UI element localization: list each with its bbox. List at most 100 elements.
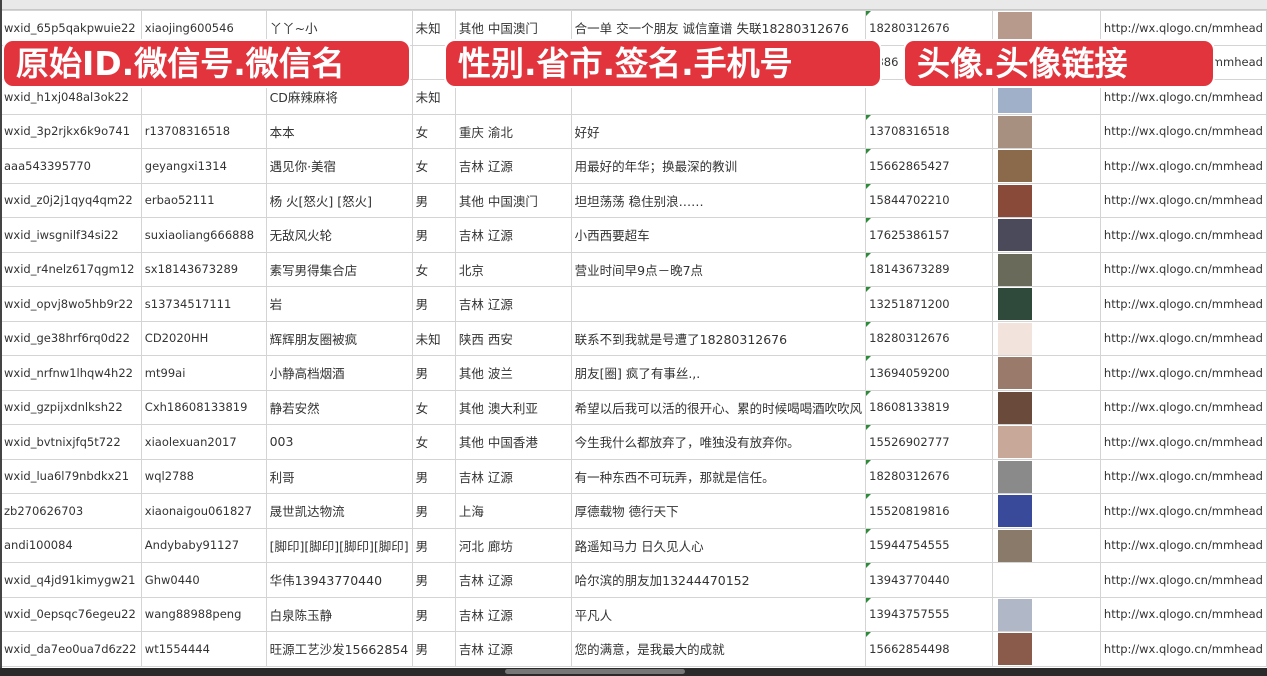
gender-cell[interactable]: 男 [411, 458, 456, 494]
wechat-name-cell[interactable]: 利哥 [265, 458, 413, 494]
phone-cell[interactable]: 15944754555 [865, 527, 994, 563]
avatar-link-cell[interactable]: http://wx.qlogo.cn/mmhead [1099, 251, 1267, 287]
wechat-name-cell[interactable]: 素写男得集合店 [265, 251, 413, 287]
avatar-link-cell[interactable]: http://wx.qlogo.cn/mmhead [1099, 182, 1267, 218]
wechat-name-cell[interactable]: 无敌风火轮 [265, 217, 413, 253]
gender-cell[interactable]: 男 [411, 286, 456, 322]
signature-cell[interactable]: 哈尔滨的朋友加13244470152 [570, 562, 867, 598]
wechat-name-cell[interactable]: 白泉陈玉静 [265, 596, 413, 632]
gender-cell[interactable]: 男 [411, 562, 456, 598]
avatar-link-cell[interactable]: http://wx.qlogo.cn/mmhead [1099, 113, 1267, 149]
region-cell[interactable]: 重庆 渝北 [454, 113, 572, 149]
phone-cell[interactable]: 18608133819 [865, 389, 994, 425]
signature-cell[interactable]: 联系不到我就是号遭了18280312676 [570, 320, 867, 356]
avatar-link-cell[interactable]: http://wx.qlogo.cn/mmhead [1099, 631, 1267, 667]
wechat-id-cell[interactable]: xiaolexuan2017 [140, 424, 267, 460]
avatar-link-cell[interactable]: http://wx.qlogo.cn/mmhead [1099, 596, 1267, 632]
avatar-cell[interactable] [992, 286, 1101, 322]
avatar-cell[interactable] [992, 217, 1101, 253]
gender-cell[interactable]: 男 [411, 182, 456, 218]
avatar-link-cell[interactable]: http://wx.qlogo.cn/mmhead [1099, 424, 1267, 460]
horizontal-scrollbar[interactable] [0, 668, 1267, 676]
region-cell[interactable]: 陕西 西安 [454, 320, 572, 356]
phone-cell[interactable]: 15526902777 [865, 424, 994, 460]
signature-cell[interactable]: 今生我什么都放弃了，唯独没有放弃你。 [570, 424, 867, 460]
region-cell[interactable]: 上海 [454, 493, 572, 529]
original-id-cell[interactable]: wxid_r4nelz617qgm12 [0, 251, 142, 287]
avatar-cell[interactable] [992, 182, 1101, 218]
wechat-name-cell[interactable]: 小静高档烟酒 [265, 355, 413, 391]
wechat-name-cell[interactable]: 旺源工艺沙发15662854 [265, 631, 413, 667]
avatar-link-cell[interactable]: http://wx.qlogo.cn/mmhead [1099, 148, 1267, 184]
phone-cell[interactable]: 18280312676 [865, 458, 994, 494]
wechat-name-cell[interactable]: 辉辉朋友圈被疯 [265, 320, 413, 356]
signature-cell[interactable]: 坦坦荡荡 稳住别浪…… [570, 182, 867, 218]
signature-cell[interactable]: 厚德载物 德行天下 [570, 493, 867, 529]
avatar-cell[interactable] [992, 562, 1101, 598]
wechat-name-cell[interactable]: 静若安然 [265, 389, 413, 425]
original-id-cell[interactable]: wxid_3p2rjkx6k9o741 [0, 113, 142, 149]
wechat-name-cell[interactable]: 华伟13943770440 [265, 562, 413, 598]
wechat-name-cell[interactable]: 杨 火[怒火] [怒火] [265, 182, 413, 218]
region-cell[interactable]: 北京 [454, 251, 572, 287]
phone-cell[interactable]: 13943757555 [865, 596, 994, 632]
gender-cell[interactable]: 男 [411, 527, 456, 563]
wechat-id-cell[interactable]: erbao52111 [140, 182, 267, 218]
wechat-id-cell[interactable]: wt1554444 [140, 631, 267, 667]
original-id-cell[interactable]: wxid_opvj8wo5hb9r22 [0, 286, 142, 322]
avatar-cell[interactable] [992, 493, 1101, 529]
signature-cell[interactable]: 路遥知马力 日久见人心 [570, 527, 867, 563]
original-id-cell[interactable]: wxid_bvtnixjfq5t722 [0, 424, 142, 460]
wechat-id-cell[interactable]: mt99ai [140, 355, 267, 391]
region-cell[interactable]: 其他 澳大利亚 [454, 389, 572, 425]
avatar-cell[interactable] [992, 148, 1101, 184]
region-cell[interactable]: 吉林 辽源 [454, 562, 572, 598]
gender-cell[interactable]: 未知 [411, 10, 456, 46]
original-id-cell[interactable]: wxid_ge38hrf6rq0d22 [0, 320, 142, 356]
avatar-link-cell[interactable]: http://wx.qlogo.cn/mmhead [1099, 458, 1267, 494]
signature-cell[interactable]: 营业时间早9点－晚7点 [570, 251, 867, 287]
avatar-link-cell[interactable]: http://wx.qlogo.cn/mmhead [1099, 320, 1267, 356]
phone-cell[interactable]: 13251871200 [865, 286, 994, 322]
phone-cell[interactable]: 15520819816 [865, 493, 994, 529]
avatar-link-cell[interactable]: http://wx.qlogo.cn/mmhead [1099, 286, 1267, 322]
wechat-name-cell[interactable]: [脚印][脚印][脚印][脚印] [265, 527, 413, 563]
phone-cell[interactable]: 13694059200 [865, 355, 994, 391]
scrollbar-thumb[interactable] [505, 669, 685, 674]
signature-cell[interactable]: 小西西要超车 [570, 217, 867, 253]
avatar-cell[interactable] [992, 389, 1101, 425]
gender-cell[interactable]: 女 [411, 113, 456, 149]
signature-cell[interactable]: 朋友[圈] 疯了有事丝.,. [570, 355, 867, 391]
signature-cell[interactable]: 希望以后我可以活的很开心、累的时候喝喝酒吹吹风 [570, 389, 867, 425]
original-id-cell[interactable]: andi100084 [0, 527, 142, 563]
wechat-id-cell[interactable]: xiaojing600546 [140, 10, 267, 46]
phone-cell[interactable]: 13943770440 [865, 562, 994, 598]
phone-cell[interactable]: 18143673289 [865, 251, 994, 287]
wechat-name-cell[interactable]: 丫丫~小 [265, 10, 413, 46]
avatar-cell[interactable] [992, 320, 1101, 356]
original-id-cell[interactable]: zb270626703 [0, 493, 142, 529]
wechat-id-cell[interactable]: wang88988peng [140, 596, 267, 632]
signature-cell[interactable]: 有一种东西不可玩弄，那就是信任。 [570, 458, 867, 494]
phone-cell[interactable]: 17625386157 [865, 217, 994, 253]
wechat-id-cell[interactable]: Ghw0440 [140, 562, 267, 598]
gender-cell[interactable]: 女 [411, 389, 456, 425]
wechat-name-cell[interactable]: 晟世凯达物流 [265, 493, 413, 529]
region-cell[interactable]: 其他 中国澳门 [454, 10, 572, 46]
gender-cell[interactable]: 男 [411, 631, 456, 667]
wechat-id-cell[interactable]: Andybaby91127 [140, 527, 267, 563]
phone-cell[interactable]: 18280312676 [865, 320, 994, 356]
original-id-cell[interactable]: aaa543395770 [0, 148, 142, 184]
avatar-link-cell[interactable]: http://wx.qlogo.cn/mmhead [1099, 217, 1267, 253]
region-cell[interactable]: 吉林 辽源 [454, 286, 572, 322]
original-id-cell[interactable]: wxid_iwsgnilf34si22 [0, 217, 142, 253]
region-cell[interactable]: 其他 中国香港 [454, 424, 572, 460]
wechat-name-cell[interactable]: 003 [265, 424, 413, 460]
gender-cell[interactable]: 男 [411, 355, 456, 391]
avatar-link-cell[interactable]: http://wx.qlogo.cn/mmhead [1099, 10, 1267, 46]
avatar-link-cell[interactable]: http://wx.qlogo.cn/mmhead [1099, 389, 1267, 425]
wechat-id-cell[interactable]: CD2020HH [140, 320, 267, 356]
wechat-id-cell[interactable]: Cxh18608133819 [140, 389, 267, 425]
region-cell[interactable]: 河北 廊坊 [454, 527, 572, 563]
wechat-name-cell[interactable]: 本本 [265, 113, 413, 149]
